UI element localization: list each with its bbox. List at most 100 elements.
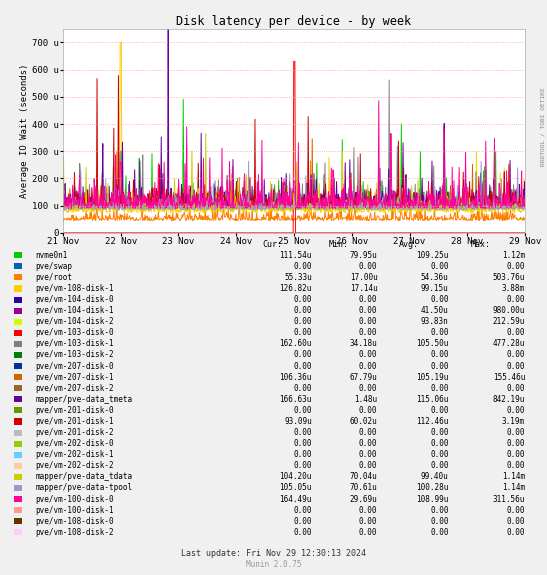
- Text: 105.05u: 105.05u: [280, 484, 312, 492]
- Text: 980.00u: 980.00u: [493, 306, 525, 315]
- Text: 311.56u: 311.56u: [493, 494, 525, 504]
- Text: 0.00: 0.00: [293, 517, 312, 526]
- Text: 0.00: 0.00: [430, 461, 449, 470]
- Text: 3.19m: 3.19m: [502, 417, 525, 426]
- Text: 126.82u: 126.82u: [280, 284, 312, 293]
- Text: 0.00: 0.00: [293, 362, 312, 370]
- Text: 109.25u: 109.25u: [416, 251, 449, 260]
- Text: 0.00: 0.00: [430, 384, 449, 393]
- Text: 0.00: 0.00: [507, 528, 525, 537]
- Text: 0.00: 0.00: [293, 439, 312, 448]
- Text: 93.83n: 93.83n: [421, 317, 449, 326]
- Text: 108.99u: 108.99u: [416, 494, 449, 504]
- Text: 0.00: 0.00: [293, 295, 312, 304]
- Text: 0.00: 0.00: [430, 505, 449, 515]
- Text: 0.00: 0.00: [359, 461, 377, 470]
- Text: 0.00: 0.00: [293, 351, 312, 359]
- Text: 0.00: 0.00: [293, 406, 312, 415]
- Text: mapper/pve-data_tmeta: mapper/pve-data_tmeta: [36, 395, 133, 404]
- Text: Max:: Max:: [470, 240, 491, 248]
- Text: 99.15u: 99.15u: [421, 284, 449, 293]
- Text: pve/vm-100-disk-1: pve/vm-100-disk-1: [36, 505, 114, 515]
- Text: 0.00: 0.00: [430, 351, 449, 359]
- Text: 0.00: 0.00: [293, 461, 312, 470]
- Text: 0.00: 0.00: [430, 439, 449, 448]
- Text: 3.88m: 3.88m: [502, 284, 525, 293]
- Text: 0.00: 0.00: [359, 295, 377, 304]
- Text: pve/vm-201-disk-0: pve/vm-201-disk-0: [36, 406, 114, 415]
- Text: 477.28u: 477.28u: [493, 339, 525, 348]
- Text: 0.00: 0.00: [359, 262, 377, 271]
- Text: 0.00: 0.00: [359, 384, 377, 393]
- Text: pve/vm-108-disk-2: pve/vm-108-disk-2: [36, 528, 114, 537]
- Text: 0.00: 0.00: [293, 528, 312, 537]
- Text: 0.00: 0.00: [359, 528, 377, 537]
- Text: 0.00: 0.00: [430, 328, 449, 338]
- Text: pve/vm-201-disk-1: pve/vm-201-disk-1: [36, 417, 114, 426]
- Text: 0.00: 0.00: [507, 406, 525, 415]
- Text: pve/vm-207-disk-0: pve/vm-207-disk-0: [36, 362, 114, 370]
- Text: 99.40u: 99.40u: [421, 473, 449, 481]
- Text: 166.63u: 166.63u: [280, 395, 312, 404]
- Text: 162.60u: 162.60u: [280, 339, 312, 348]
- Text: pve/vm-108-disk-1: pve/vm-108-disk-1: [36, 284, 114, 293]
- Text: 0.00: 0.00: [293, 262, 312, 271]
- Text: 0.00: 0.00: [507, 351, 525, 359]
- Text: 0.00: 0.00: [430, 295, 449, 304]
- Text: Avg:: Avg:: [399, 240, 420, 248]
- Text: 0.00: 0.00: [507, 517, 525, 526]
- Text: 0.00: 0.00: [507, 262, 525, 271]
- Text: 100.28u: 100.28u: [416, 484, 449, 492]
- Text: 70.61u: 70.61u: [350, 484, 377, 492]
- Text: RRDTOOL / TOBI OETIKE: RRDTOOL / TOBI OETIKE: [540, 87, 545, 166]
- Text: 0.00: 0.00: [293, 428, 312, 437]
- Text: pve/vm-108-disk-0: pve/vm-108-disk-0: [36, 517, 114, 526]
- Text: pve/vm-202-disk-1: pve/vm-202-disk-1: [36, 450, 114, 459]
- Y-axis label: Average IO Wait (seconds): Average IO Wait (seconds): [20, 64, 29, 198]
- Text: 0.00: 0.00: [430, 528, 449, 537]
- Text: pve/vm-100-disk-0: pve/vm-100-disk-0: [36, 494, 114, 504]
- Text: pve/vm-207-disk-1: pve/vm-207-disk-1: [36, 373, 114, 382]
- Text: 0.00: 0.00: [359, 406, 377, 415]
- Text: 29.69u: 29.69u: [350, 494, 377, 504]
- Text: 0.00: 0.00: [430, 406, 449, 415]
- Text: pve/vm-201-disk-2: pve/vm-201-disk-2: [36, 428, 114, 437]
- Text: 111.54u: 111.54u: [280, 251, 312, 260]
- Text: nvme0n1: nvme0n1: [36, 251, 68, 260]
- Text: 1.12m: 1.12m: [502, 251, 525, 260]
- Text: 106.36u: 106.36u: [280, 373, 312, 382]
- Text: pve/vm-104-disk-1: pve/vm-104-disk-1: [36, 306, 114, 315]
- Text: 0.00: 0.00: [293, 317, 312, 326]
- Text: 0.00: 0.00: [359, 505, 377, 515]
- Text: 503.76u: 503.76u: [493, 273, 525, 282]
- Text: 212.59u: 212.59u: [493, 317, 525, 326]
- Text: Min:: Min:: [328, 240, 348, 248]
- Text: 104.20u: 104.20u: [280, 473, 312, 481]
- Text: 0.00: 0.00: [359, 351, 377, 359]
- Text: 0.00: 0.00: [507, 505, 525, 515]
- Text: 0.00: 0.00: [359, 317, 377, 326]
- Text: 0.00: 0.00: [293, 384, 312, 393]
- Text: Munin 2.0.75: Munin 2.0.75: [246, 560, 301, 569]
- Text: 79.95u: 79.95u: [350, 251, 377, 260]
- Text: 0.00: 0.00: [430, 428, 449, 437]
- Text: 0.00: 0.00: [507, 362, 525, 370]
- Text: 105.50u: 105.50u: [416, 339, 449, 348]
- Text: pve/vm-207-disk-2: pve/vm-207-disk-2: [36, 384, 114, 393]
- Text: 0.00: 0.00: [293, 450, 312, 459]
- Text: 0.00: 0.00: [359, 428, 377, 437]
- Text: 41.50u: 41.50u: [421, 306, 449, 315]
- Text: 105.19u: 105.19u: [416, 373, 449, 382]
- Text: 17.00u: 17.00u: [350, 273, 377, 282]
- Text: 93.09u: 93.09u: [284, 417, 312, 426]
- Text: 34.18u: 34.18u: [350, 339, 377, 348]
- Text: pve/root: pve/root: [36, 273, 73, 282]
- Text: 0.00: 0.00: [507, 461, 525, 470]
- Text: 1.48u: 1.48u: [354, 395, 377, 404]
- Text: 0.00: 0.00: [430, 517, 449, 526]
- Text: 0.00: 0.00: [359, 450, 377, 459]
- Text: pve/vm-202-disk-0: pve/vm-202-disk-0: [36, 439, 114, 448]
- Text: 0.00: 0.00: [293, 328, 312, 338]
- Text: pve/vm-103-disk-1: pve/vm-103-disk-1: [36, 339, 114, 348]
- Text: 17.14u: 17.14u: [350, 284, 377, 293]
